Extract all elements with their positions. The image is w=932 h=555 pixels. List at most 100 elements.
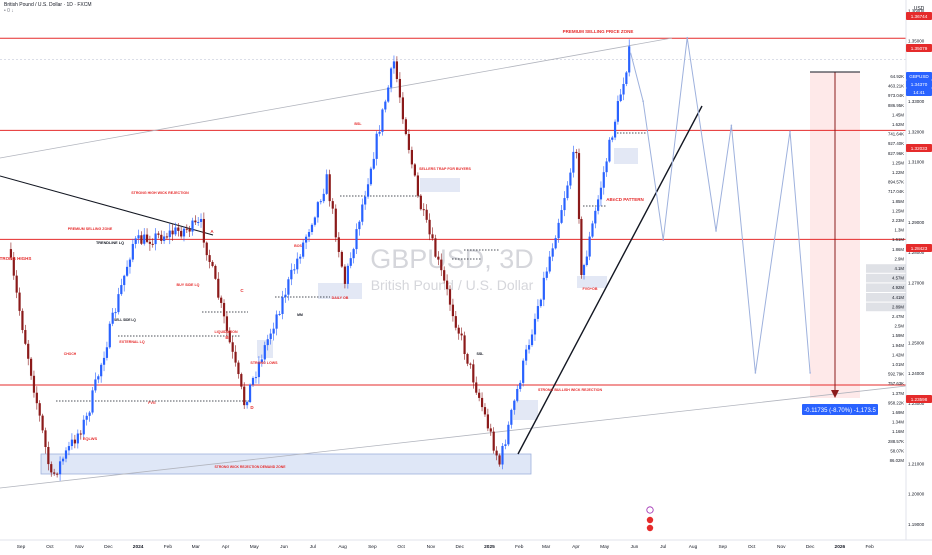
candle xyxy=(163,236,166,241)
candle xyxy=(557,222,560,239)
candle xyxy=(366,184,370,197)
event-marker[interactable] xyxy=(646,524,654,532)
price-tag-label: 1.34370 xyxy=(911,82,928,87)
volume-label: 894.57K xyxy=(888,180,904,185)
y-tick-label: 1.31000 xyxy=(908,160,925,165)
volume-label: 973.04K xyxy=(888,93,904,98)
candle xyxy=(269,333,272,340)
candle xyxy=(140,235,143,244)
candle xyxy=(21,310,24,331)
x-tick-label: Nov xyxy=(75,544,84,550)
candle xyxy=(257,362,261,378)
candle xyxy=(248,384,252,403)
candle xyxy=(117,294,120,313)
y-tick-label: 1.32000 xyxy=(908,129,925,134)
candle xyxy=(602,172,605,188)
candle xyxy=(582,265,586,276)
projection-point xyxy=(715,230,717,232)
volume-label: 2.9M xyxy=(894,256,904,261)
candle xyxy=(451,304,455,317)
candle xyxy=(85,415,88,420)
volume-label: 2.47M xyxy=(892,314,904,319)
y-tick-label: 1.28000 xyxy=(908,250,925,255)
currency-label: USD xyxy=(914,6,925,12)
price-tag-label: 1.28423 xyxy=(911,246,928,251)
candle xyxy=(111,312,114,324)
x-tick-label: Sep xyxy=(718,544,727,550)
lower-channel-line xyxy=(0,385,907,489)
price-tag-label: 14:41 xyxy=(913,90,925,95)
candle xyxy=(310,224,314,233)
x-tick-label: Mar xyxy=(542,544,551,550)
candle xyxy=(501,445,504,465)
volume-label: 86.02M xyxy=(890,458,905,463)
x-tick-label: Aug xyxy=(338,544,347,550)
candle xyxy=(180,230,183,237)
candle xyxy=(454,316,457,328)
event-marker[interactable] xyxy=(646,506,654,514)
annotation-label: CHOCH xyxy=(64,352,77,356)
annotation-label: BOS xyxy=(294,244,302,248)
candle xyxy=(551,248,554,257)
candle xyxy=(337,237,340,252)
candle xyxy=(466,354,469,364)
annotation-label: MM xyxy=(297,313,303,317)
candle xyxy=(545,271,548,278)
price-tag xyxy=(906,395,932,403)
daily-ob-zone xyxy=(318,283,362,299)
candle xyxy=(340,251,343,267)
candle xyxy=(361,204,364,222)
candle xyxy=(611,137,614,140)
candle xyxy=(157,233,160,235)
candle xyxy=(343,266,347,284)
candle xyxy=(88,412,91,416)
price-tag xyxy=(906,72,932,80)
candle xyxy=(608,139,611,162)
candle xyxy=(407,134,410,150)
candle xyxy=(443,270,446,281)
candle xyxy=(148,241,151,244)
candle xyxy=(563,198,566,211)
candle xyxy=(599,187,603,200)
x-tick-label: Sep xyxy=(368,544,377,550)
candle xyxy=(128,259,132,267)
candle xyxy=(76,433,79,444)
candle xyxy=(619,94,622,102)
candle xyxy=(572,151,575,173)
candle xyxy=(35,392,38,404)
candle xyxy=(24,330,27,344)
candle xyxy=(460,333,463,336)
volume-label: 1.62M xyxy=(892,122,904,127)
volume-label: 64.92K xyxy=(890,74,904,79)
candle xyxy=(437,256,440,260)
candle xyxy=(597,199,600,211)
candle xyxy=(154,233,157,245)
y-tick-label: 1.23000 xyxy=(908,401,925,406)
price-tag xyxy=(906,80,932,88)
candle xyxy=(522,360,525,383)
candle xyxy=(434,238,437,257)
candle xyxy=(185,228,188,230)
price-tag xyxy=(906,12,932,20)
projection-point xyxy=(642,100,644,102)
candle xyxy=(307,232,311,237)
candle xyxy=(346,265,349,284)
volume-label: 592.79K xyxy=(888,372,904,377)
candle xyxy=(510,409,513,425)
candle xyxy=(53,472,56,474)
candle xyxy=(114,312,117,314)
volume-highlight xyxy=(866,264,906,273)
volume-highlight xyxy=(866,302,906,312)
volume-label: 1.85M xyxy=(892,199,904,204)
symbol-subline: • 0 ↓ xyxy=(4,8,14,14)
annotation-label: FVG+OB xyxy=(583,287,598,291)
measure-arrowhead xyxy=(831,390,839,398)
candle xyxy=(480,397,484,408)
event-marker[interactable] xyxy=(646,516,654,524)
candle xyxy=(349,258,352,266)
candle xyxy=(272,328,275,334)
annotation-label: ABnCD PATTERN xyxy=(606,197,644,202)
annotation-label: DAILY OB xyxy=(332,296,349,300)
